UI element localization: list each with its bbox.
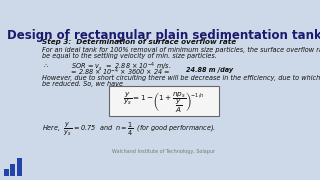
Bar [17, 158, 22, 176]
Text: Step 3:  Determination of surface overflow rate: Step 3: Determination of surface overflo… [42, 39, 236, 45]
Text: Here,  $\dfrac{y}{y_s}$ = 0.75  and  $n = \dfrac{1}{4}$  (for good performance).: Here, $\dfrac{y}{y_s}$ = 0.75 and $n = \… [42, 122, 216, 138]
FancyBboxPatch shape [109, 86, 219, 116]
Text: For an ideal tank for 100% removal of minimum size particles, the surface overfl: For an ideal tank for 100% removal of mi… [42, 47, 320, 53]
Bar [10, 164, 15, 176]
Text: 24.88 m /day: 24.88 m /day [186, 67, 233, 73]
Text: $\therefore$           SOR = $v_s$  =  2.88 × 10$^{-4}$ m/s.: $\therefore$ SOR = $v_s$ = 2.88 × 10$^{-… [42, 60, 172, 73]
Text: be reduced. So, we have: be reduced. So, we have [42, 81, 123, 87]
Bar [4, 169, 9, 176]
Text: $\dfrac{y}{y_s} = 1 - \left(1 + \dfrac{np_s}{\dfrac{y}{A}}\right)^{-1/n}$: $\dfrac{y}{y_s} = 1 - \left(1 + \dfrac{n… [123, 90, 205, 114]
Text: = 2.88 × 10$^{-4}$ × 3600 × 24 =: = 2.88 × 10$^{-4}$ × 3600 × 24 = [42, 67, 172, 78]
Text: Walchand Institute of Technology, Solapur: Walchand Institute of Technology, Solapu… [112, 149, 216, 154]
Text: be equal to the settling velocity of min. size particles.: be equal to the settling velocity of min… [42, 53, 217, 59]
Text: Design of rectangular plain sedimentation tank: Design of rectangular plain sedimentatio… [7, 28, 320, 42]
Text: However, due to short circuiting there will be decrease in the efficiency, due t: However, due to short circuiting there w… [42, 75, 320, 81]
